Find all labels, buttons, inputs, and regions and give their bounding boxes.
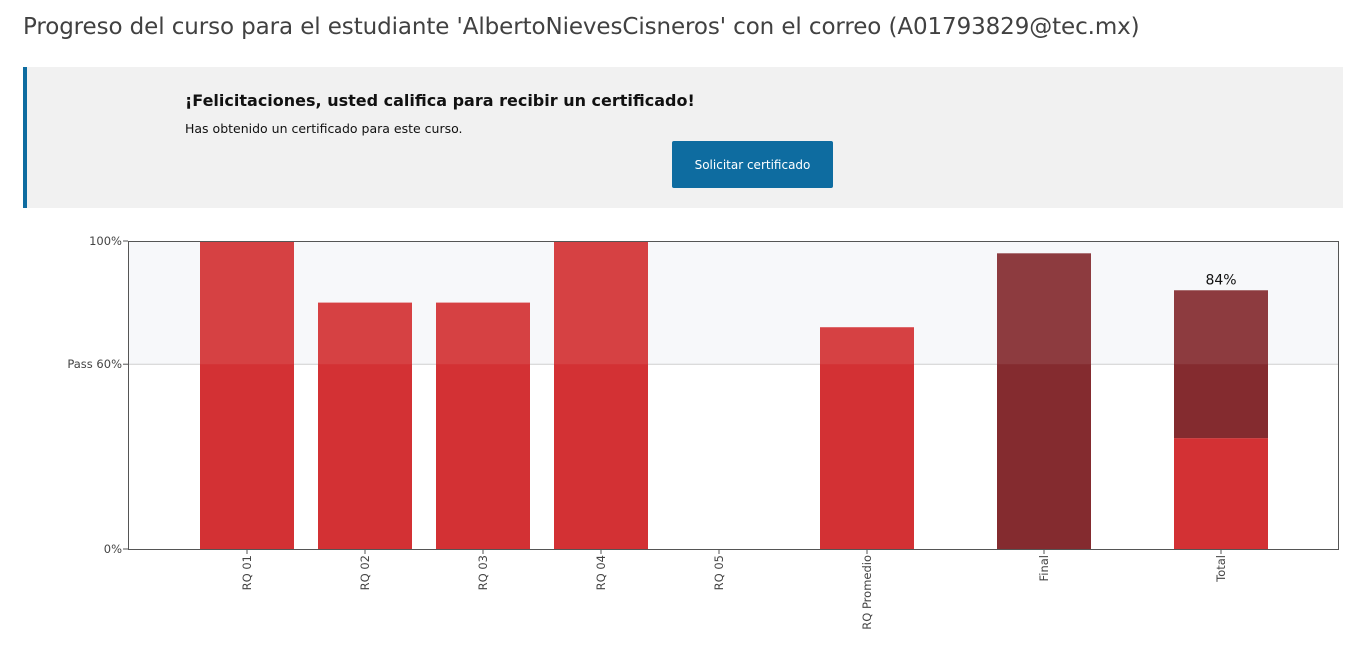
bar-rq-01-pass-tint [200, 241, 294, 365]
plot-frame [128, 241, 1339, 550]
bar-rq-03-pass-tint [436, 302, 530, 365]
page-title: Progreso del curso para el estudiante 'A… [23, 14, 1140, 40]
bar-rq-04 [554, 241, 648, 549]
x-tick-label: Total [1214, 555, 1228, 583]
x-tick-label: RQ 03 [476, 555, 490, 590]
data-labels-group: 84% [1205, 272, 1236, 288]
y-tick-label: 100% [89, 234, 122, 248]
bar-rq-04-pass-tint [554, 241, 648, 365]
bar-rq-promedio [820, 327, 914, 549]
certificate-message: Has obtenido un certificado para este cu… [185, 121, 463, 136]
bar-total-final [1174, 290, 1268, 439]
bar-total-pass-tint [1174, 290, 1268, 365]
bar-final-pass-tint [997, 253, 1091, 365]
x-tick-label: RQ 02 [358, 555, 372, 590]
y-tick-label: 0% [104, 542, 122, 556]
request-certificate-button[interactable]: Solicitar certificado [672, 141, 833, 188]
bar-total-assignments [1174, 438, 1268, 549]
x-tick-label: Final [1037, 555, 1051, 582]
y-tick-label: Pass 60% [67, 357, 122, 371]
x-tick-label: RQ 05 [712, 555, 726, 590]
bar-rq-03 [436, 302, 530, 549]
bar-rq-02 [318, 302, 412, 549]
bar-rq-01 [200, 241, 294, 549]
x-tick-label: RQ 04 [594, 555, 608, 590]
x-tick-label: RQ 01 [240, 555, 254, 590]
certificate-status-panel: ¡Felicitaciones, usted califica para rec… [23, 67, 1343, 208]
bar-final [997, 253, 1091, 549]
pass-region [128, 241, 1339, 365]
bars-group [200, 241, 1268, 549]
bar-rq-promedio-pass-tint [820, 327, 914, 365]
y-axis: 100% Pass 60% 0% [67, 234, 128, 556]
x-axis: RQ 01 RQ 02 RQ 03 RQ 04 RQ 05 RQ Promedio Fina… [240, 549, 1228, 630]
bar-rq-02-pass-tint [318, 302, 412, 365]
data-label-total: 84% [1205, 272, 1236, 288]
x-tick-label: RQ Promedio [860, 555, 874, 630]
certificate-heading: ¡Felicitaciones, usted califica para rec… [185, 91, 695, 110]
